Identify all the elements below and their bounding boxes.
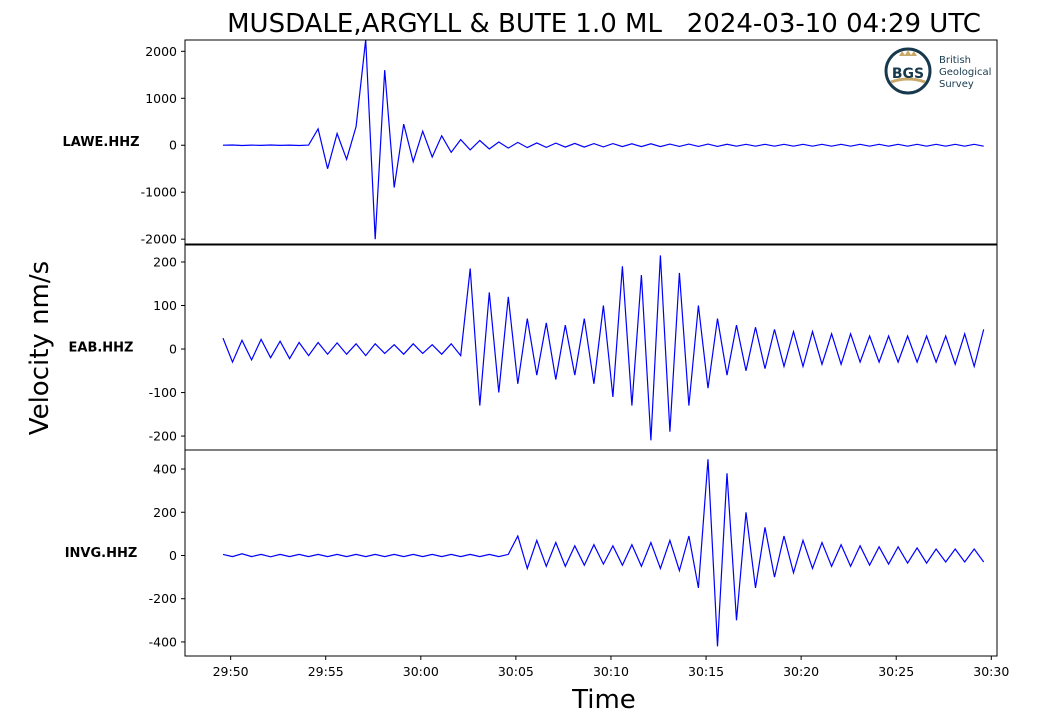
station-label: INVG.HHZ	[65, 546, 138, 561]
x-tick-label: 29:55	[308, 664, 344, 679]
logo-wave	[890, 77, 926, 84]
y-tick-label: -400	[149, 634, 177, 649]
x-tick-label: 29:50	[213, 664, 249, 679]
waveform	[222, 255, 985, 441]
logo-text: British	[939, 55, 971, 66]
logo: BGS British Geological Survey	[884, 47, 991, 95]
x-tick-label: 30:30	[973, 664, 1009, 679]
logo-text: Survey	[939, 79, 974, 90]
x-tick-label: 30:25	[878, 664, 914, 679]
y-tick-label: 200	[153, 254, 177, 269]
chart-title: MUSDALE,ARGYLL & BUTE 1.0 ML 2024-03-10 …	[227, 9, 981, 39]
y-tick-label: -2000	[141, 232, 177, 247]
logo-ring	[884, 47, 932, 95]
y-tick-label: 400	[153, 462, 177, 477]
station-label: LAWE.HHZ	[62, 135, 139, 150]
x-tick-label: 30:05	[498, 664, 534, 679]
y-tick-label: -1000	[141, 185, 177, 200]
y-tick-label: -100	[149, 385, 177, 400]
logo-crown	[899, 50, 917, 56]
waveform	[222, 459, 985, 647]
y-tick-label: 1000	[145, 91, 177, 106]
x-tick-label: 30:20	[783, 664, 819, 679]
y-tick-label: -200	[149, 429, 177, 444]
station-label: EAB.HHZ	[69, 341, 134, 356]
y-tick-label: 100	[153, 298, 177, 313]
logo-mark: BGS	[892, 66, 924, 82]
panel-frame	[184, 39, 998, 245]
x-tick-label: 30:15	[688, 664, 724, 679]
y-tick-label: 0	[169, 138, 177, 153]
y-tick-label: 0	[169, 548, 177, 563]
y-tick-label: -200	[149, 591, 177, 606]
x-tick-label: 30:10	[593, 664, 629, 679]
y-axis-label: Velocity nm/s	[25, 261, 55, 435]
panel-frame	[184, 449, 998, 657]
y-tick-label: 0	[169, 342, 177, 357]
y-tick-label: 200	[153, 505, 177, 520]
y-tick-label: 2000	[145, 44, 177, 59]
waveform	[222, 39, 984, 240]
x-axis-label: Time	[571, 685, 636, 715]
x-tick-label: 30:00	[403, 664, 439, 679]
logo-text: Geological	[939, 67, 991, 78]
